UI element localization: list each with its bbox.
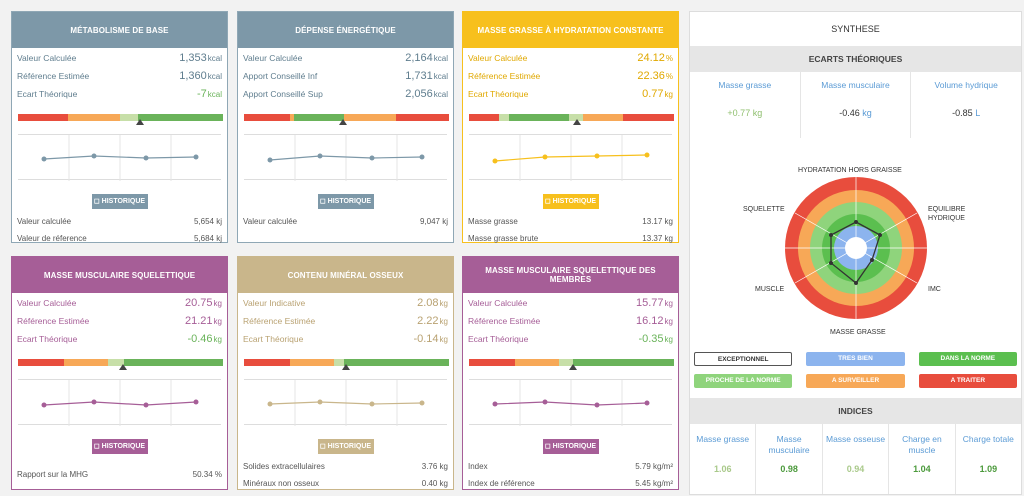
gauge-marker (136, 119, 144, 125)
legend-exceptionnel: EXCEPTIONNEL (694, 352, 793, 366)
card-title: MASSE MUSCULAIRE SQUELETTIQUE (12, 257, 227, 293)
norm-gauge (463, 114, 678, 125)
history-button[interactable]: ◻ HISTORIQUE (91, 194, 148, 209)
ecarts-title: ECARTS THÉORIQUES (690, 46, 1021, 72)
gauge-marker (569, 364, 577, 370)
reference-row: Référence Estimée 21.21kg (17, 315, 222, 327)
history-plot (244, 134, 447, 181)
history-button[interactable]: ◻ HISTORIQUE (91, 439, 148, 454)
foot-row: Valeur de réference 5,684 kj (17, 234, 222, 243)
legend-proche-norme: PROCHE DE LA NORME (694, 374, 793, 388)
radar-label-masse-grasse: MASSE GRASSE (830, 329, 886, 336)
ecarts-row: Masse grasse +0.77 kg Masse musculaire -0.… (690, 72, 1021, 138)
foot-row: Index de référence 5.45 kg/m² (468, 479, 673, 488)
gauge-marker (573, 119, 581, 125)
card-title: DÉPENSE ÉNERGÉTIQUE (238, 12, 453, 48)
legend-a-traiter: A TRAITER (918, 374, 1017, 388)
ecart-row: Ecart Théorique -0.35kg (468, 333, 673, 345)
norm-gauge (238, 359, 453, 370)
reference-row: Référence Estimée 1,360kcal (17, 70, 222, 82)
indices-title: INDICES (690, 398, 1021, 424)
history-plot (18, 134, 221, 181)
foot-row: Masse grasse brute 13.37 kg (468, 234, 673, 243)
legend-a-surveiller: A SURVEILLER (806, 374, 905, 388)
history-button[interactable]: ◻ HISTORIQUE (317, 194, 374, 209)
gauge-marker (342, 364, 350, 370)
value-row: Valeur Calculée 24.12% (468, 52, 673, 64)
card-mineral-osseux: CONTENU MINÉRAL OSSEUX Valeur Indicative… (237, 256, 454, 490)
reference-row: Référence Estimée 16.12kg (468, 315, 673, 327)
card-title: MASSE MUSCULAIRE SQUELETTIQUE DES MEMBRE… (463, 257, 678, 293)
value-row: Valeur Calculée 1,353kcal (17, 52, 222, 64)
radar-label-imc: IMC (928, 286, 941, 293)
card-metabolisme: MÉTABOLISME DE BASE Valeur Calculée 1,353… (11, 11, 228, 243)
indices-row: Masse grasse 1.06 Masse musculaire 0.98 Ma… (690, 424, 1021, 494)
foot-row: Valeur calculée 5,654 kj (17, 217, 222, 226)
ecart-row: Ecart Théorique -7kcal (17, 88, 222, 100)
radar-label-equilibre: EQUILIBRE (928, 206, 966, 213)
radar-label-muscle: MUSCLE (755, 286, 785, 293)
ecart-row: Apport Conseillé Sup 2,056kcal (243, 88, 448, 100)
foot-row: Index 5.79 kg/m² (468, 462, 673, 471)
norm-gauge (12, 359, 227, 370)
card-masse-musculaire: MASSE MUSCULAIRE SQUELETTIQUE Valeur Cal… (11, 256, 228, 490)
foot-row: Solides extracellulaires 3.76 kg (243, 462, 448, 471)
ecart-row: Ecart Théorique -0.14kg (243, 333, 448, 345)
synthese-title: SYNTHESE (831, 24, 880, 34)
reference-row: Apport Conseillé Inf 1,731kcal (243, 70, 448, 82)
norm-gauge (238, 114, 453, 125)
card-depense: DÉPENSE ÉNERGÉTIQUE Valeur Calculée 2,164… (237, 11, 454, 243)
foot-row: Rapport sur la MHG 50.34 % (17, 470, 222, 479)
ecart-row: Ecart Théorique -0.46kg (17, 333, 222, 345)
synthese-panel: SYNTHESE ECARTS THÉORIQUES Masse grasse +… (689, 11, 1022, 495)
reference-row: Référence Estimée 22.36% (468, 70, 673, 82)
radar-label-squelette: SQUELETTE (743, 206, 785, 213)
reference-row: Référence Estimée 2.22kg (243, 315, 448, 327)
value-row: Valeur Indicative 2.08kg (243, 297, 448, 309)
card-title: MÉTABOLISME DE BASE (12, 12, 227, 48)
value-row: Valeur Calculée 15.77kg (468, 297, 673, 309)
history-plot (469, 379, 672, 426)
history-plot (244, 379, 447, 426)
foot-row: Minéraux non osseux 0.40 kg (243, 479, 448, 488)
card-title: MASSE GRASSE À HYDRATATION CONSTANTE (463, 12, 678, 48)
card-masse-membres: MASSE MUSCULAIRE SQUELETTIQUE DES MEMBRE… (462, 256, 679, 490)
foot-row: Valeur calculée 9,047 kj (243, 217, 448, 226)
history-plot (18, 379, 221, 426)
norm-gauge (463, 359, 678, 370)
radar-chart: HYDRATATION HORS GRAISSE EQUILIBRE HYDRI… (690, 138, 1021, 350)
history-button[interactable]: ◻ HISTORIQUE (542, 439, 599, 454)
card-title: CONTENU MINÉRAL OSSEUX (238, 257, 453, 293)
ecart-row: Ecart Théorique 0.77kg (468, 88, 673, 100)
value-row: Valeur Calculée 2,164kcal (243, 52, 448, 64)
value-row: Valeur Calculée 20.75kg (17, 297, 222, 309)
legend-tres-bien: TRES BIEN (806, 352, 905, 366)
legend: EXCEPTIONNEL TRES BIEN DANS LA NORME PRO… (690, 352, 1021, 388)
foot-row: Masse grasse 13.17 kg (468, 217, 673, 226)
history-button[interactable]: ◻ HISTORIQUE (542, 194, 599, 209)
legend-dans-la-norme: DANS LA NORME (918, 352, 1017, 366)
norm-gauge (12, 114, 227, 125)
history-button[interactable]: ◻ HISTORIQUE (317, 439, 374, 454)
radar-label-hydratation: HYDRATATION HORS GRAISSE (798, 167, 902, 174)
gauge-marker (119, 364, 127, 370)
history-plot (469, 134, 672, 181)
gauge-marker (339, 119, 347, 125)
card-masse-grasse: MASSE GRASSE À HYDRATATION CONSTANTE Val… (462, 11, 679, 243)
radar-label-hydrique: HYDRIQUE (928, 215, 965, 222)
